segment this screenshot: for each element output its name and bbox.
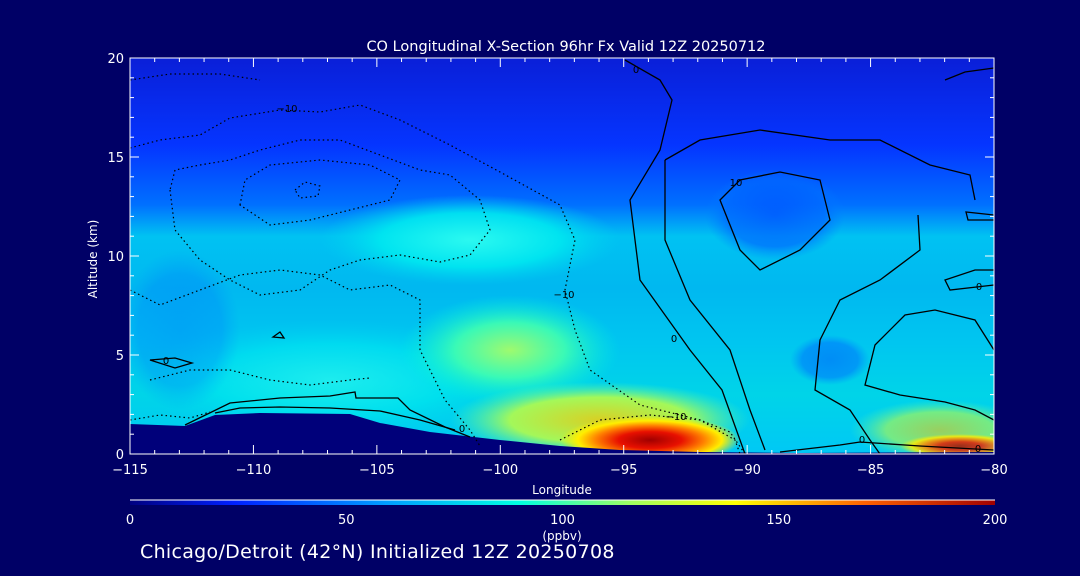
- x-tick-label-7: −80: [980, 463, 1007, 478]
- concentration-field: 0 0 0 0 0 0 −10 −10 −10 10 0: [130, 58, 994, 455]
- contour-label-8: −10: [665, 412, 686, 423]
- contour-lines: [149, 59, 994, 454]
- x-tick-label-2: −105: [359, 463, 395, 478]
- contour-label-2: 0: [671, 334, 677, 345]
- x-tick-label-0: −115: [112, 463, 148, 478]
- y-tick-label-1: 5: [116, 349, 124, 364]
- colorbar-tick-label-3: 150: [766, 513, 791, 528]
- y-tick-label-3: 15: [107, 151, 124, 166]
- colorbar-ticks: 0 50 100 150 200: [126, 513, 1008, 528]
- contour-label-1: 0: [459, 424, 465, 435]
- terrain-mask: [130, 413, 994, 454]
- colorbar-tick-label-1: 50: [338, 513, 355, 528]
- chart-title: CO Longitudinal X-Section 96hr Fx Valid …: [366, 39, 765, 55]
- contour-label-0: 0: [633, 65, 639, 76]
- footer-caption: Chicago/Detroit (42°N) Initialized 12Z 2…: [140, 541, 615, 563]
- colorbar-tick-label-2: 100: [550, 513, 575, 528]
- colorbar-tick-label-0: 0: [126, 513, 134, 528]
- contour-value-labels: 0 0 0 0 0 0 −10 −10 −10 10 0: [163, 65, 982, 455]
- contour-label-10: 0: [976, 282, 982, 293]
- y-tick-label-0: 0: [116, 448, 124, 463]
- x-tick-label-4: −95: [610, 463, 637, 478]
- y-axis-label: Altitude (km): [86, 220, 100, 299]
- contour-label-3: 0: [163, 356, 169, 367]
- x-tick-label-6: −85: [857, 463, 884, 478]
- contour-label-9: 10: [730, 178, 743, 189]
- contour-label-7: −10: [553, 290, 574, 301]
- y-tick-label-2: 10: [107, 250, 124, 265]
- dotted-contours: [130, 73, 746, 454]
- contour-label-4: 0: [859, 435, 865, 446]
- y-tick-label-4: 20: [107, 52, 124, 67]
- contour-label-5: 0: [975, 444, 981, 455]
- x-axis-label: Longitude: [532, 483, 592, 497]
- x-tick-label-5: −90: [733, 463, 760, 478]
- colorbar: [130, 500, 995, 505]
- x-tick-label-1: −110: [236, 463, 272, 478]
- contour-label-6: −10: [276, 104, 297, 115]
- colorbar-tick-label-4: 200: [983, 513, 1008, 528]
- colorbar-units: (ppbv): [542, 529, 581, 543]
- x-tick-label-3: −100: [482, 463, 518, 478]
